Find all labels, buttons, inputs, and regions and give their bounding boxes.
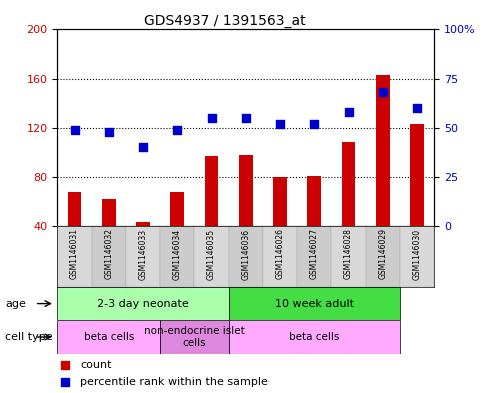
Text: GDS4937 / 1391563_at: GDS4937 / 1391563_at [144, 14, 305, 28]
Text: GSM1146031: GSM1146031 [70, 228, 79, 279]
Point [344, 109, 352, 115]
Bar [366, 226, 400, 287]
Text: percentile rank within the sample: percentile rank within the sample [80, 377, 268, 387]
Text: GSM1146036: GSM1146036 [241, 228, 250, 279]
Bar [331, 226, 366, 287]
Text: GSM1146026: GSM1146026 [275, 228, 284, 279]
Point [242, 115, 250, 121]
Bar [297, 226, 331, 287]
Text: GSM1146030: GSM1146030 [413, 228, 422, 279]
Bar [102, 199, 116, 226]
Bar [57, 226, 92, 287]
Text: GSM1146033: GSM1146033 [139, 228, 148, 279]
Text: GSM1146027: GSM1146027 [310, 228, 319, 279]
Bar [342, 142, 355, 226]
Bar [307, 176, 321, 226]
Point [139, 144, 147, 151]
Text: beta cells: beta cells [83, 332, 134, 342]
Bar [239, 155, 252, 226]
Text: age: age [5, 299, 26, 309]
Text: 10 week adult: 10 week adult [275, 299, 354, 309]
Bar [376, 75, 390, 226]
Point [105, 129, 113, 135]
Text: GSM1146028: GSM1146028 [344, 228, 353, 279]
Bar [263, 226, 297, 287]
Point [173, 127, 181, 133]
Point [208, 115, 216, 121]
Text: GSM1146034: GSM1146034 [173, 228, 182, 279]
Point [413, 105, 421, 111]
Point [61, 362, 69, 368]
Text: cell type: cell type [5, 332, 52, 342]
Bar [57, 287, 229, 320]
Point [310, 121, 318, 127]
Bar [136, 222, 150, 226]
Bar [57, 320, 160, 354]
Bar [410, 124, 424, 226]
Text: 2-3 day neonate: 2-3 day neonate [97, 299, 189, 309]
Bar [170, 191, 184, 226]
Bar [160, 320, 229, 354]
Point [70, 127, 78, 133]
Bar [92, 226, 126, 287]
Point [61, 379, 69, 385]
Bar [400, 226, 434, 287]
Bar [273, 177, 287, 226]
Point [276, 121, 284, 127]
Bar [205, 156, 219, 226]
Text: beta cells: beta cells [289, 332, 339, 342]
Text: non-endocrine islet
cells: non-endocrine islet cells [144, 326, 245, 348]
Bar [160, 226, 195, 287]
Bar [229, 287, 400, 320]
Bar [229, 226, 263, 287]
Text: count: count [80, 360, 111, 370]
Bar [126, 226, 160, 287]
Bar [229, 320, 400, 354]
Point [379, 89, 387, 95]
Text: GSM1146035: GSM1146035 [207, 228, 216, 279]
Bar [68, 191, 81, 226]
Bar [195, 226, 229, 287]
Text: GSM1146032: GSM1146032 [104, 228, 113, 279]
Text: GSM1146029: GSM1146029 [378, 228, 387, 279]
